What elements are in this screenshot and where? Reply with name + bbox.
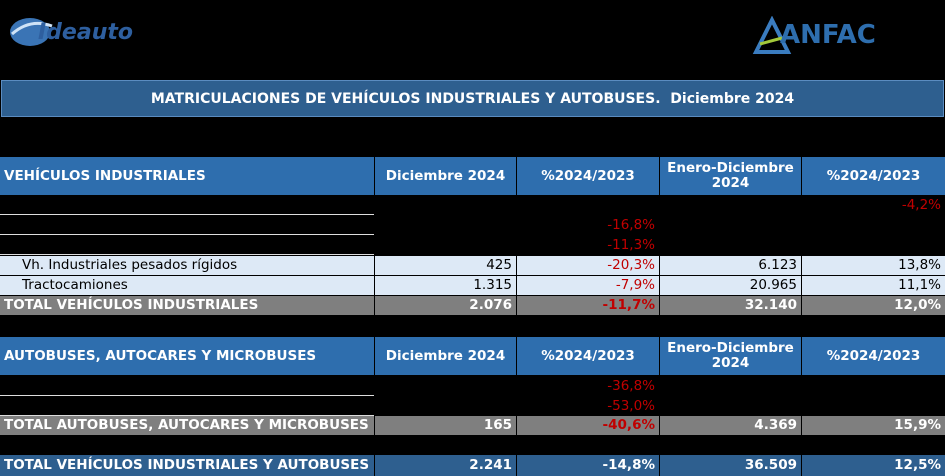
logo-right: ANFAC [752,16,902,58]
row-value [660,377,801,396]
row-value: -4,2% [901,197,941,214]
row-value: 425 [375,256,516,275]
row-value: 20.965 [660,276,801,295]
total-value: 12,0% [802,296,945,315]
row-value [802,236,945,255]
row-label [0,377,374,396]
column-header: VEHÍCULOS INDUSTRIALES [0,157,374,195]
column-header: Enero-Diciembre 2024 [660,157,801,195]
column-header: AUTOBUSES, AUTOCARES Y MICROBUSES [0,337,374,375]
row-value: 1.315 [375,276,516,295]
row-value [375,377,516,396]
column-header: Diciembre 2024 [375,337,516,375]
row-value [802,216,945,235]
row-value [660,397,801,416]
row-value: -7,9% [517,276,659,295]
row-value: 11,1% [802,276,945,295]
row-label [0,397,374,416]
row-value: 6.123 [660,256,801,275]
column-header: %2024/2023 [802,337,945,375]
logo-left: Ideauto [8,12,148,52]
total-value: 4.369 [660,416,801,435]
grand-total-value: 2.241 [375,455,516,476]
column-header: %2024/2023 [802,157,945,195]
grand-total-value: -14,8% [517,455,659,476]
total-value: -11,7% [517,296,659,315]
row-value: -16,8% [607,217,655,234]
grand-total-label: TOTAL VEHÍCULOS INDUSTRIALES Y AUTOBUSES [0,455,374,476]
logo-text: Ideauto [38,20,133,45]
title-bar: MATRICULACIONES DE VEHÍCULOS INDUSTRIALE… [1,80,944,117]
row-value [375,236,516,255]
row-value: -53,0% [607,398,655,415]
row-value [375,216,516,235]
logo-text: ANFAC [780,20,876,50]
row-value [660,196,801,215]
column-header: %2024/2023 [517,337,659,375]
row-label [0,196,374,215]
row-value [660,236,801,255]
row-value [802,377,945,396]
grand-total-value: 36.509 [660,455,801,476]
total-value: 2.076 [375,296,516,315]
row-value: -11,3% [607,237,655,254]
row-value [375,397,516,416]
row-value: -20,3% [517,256,659,275]
row-value: 13,8% [802,256,945,275]
row-label [0,236,374,255]
row-label: Tractocamiones [0,276,374,295]
logo-icon [10,18,53,46]
column-header: Diciembre 2024 [375,157,516,195]
total-value: 32.140 [660,296,801,315]
row-value [660,216,801,235]
column-header: %2024/2023 [517,157,659,195]
total-label: TOTAL VEHÍCULOS INDUSTRIALES [0,296,374,315]
total-label: TOTAL AUTOBUSES, AUTOCARES Y MICROBUSES [0,416,374,435]
grand-total-value: 12,5% [802,455,945,476]
column-header: Enero-Diciembre 2024 [660,337,801,375]
total-value: -40,6% [517,416,659,435]
row-value [802,397,945,416]
total-value: 15,9% [802,416,945,435]
logo-icon [752,16,792,54]
row-value: -36,8% [607,378,655,395]
row-label [0,216,374,235]
row-value [375,196,516,215]
row-value [517,196,659,215]
row-label: Vh. Industriales pesados rígidos [0,256,374,275]
total-value: 165 [375,416,516,435]
title: MATRICULACIONES DE VEHÍCULOS INDUSTRIALE… [150,90,795,107]
